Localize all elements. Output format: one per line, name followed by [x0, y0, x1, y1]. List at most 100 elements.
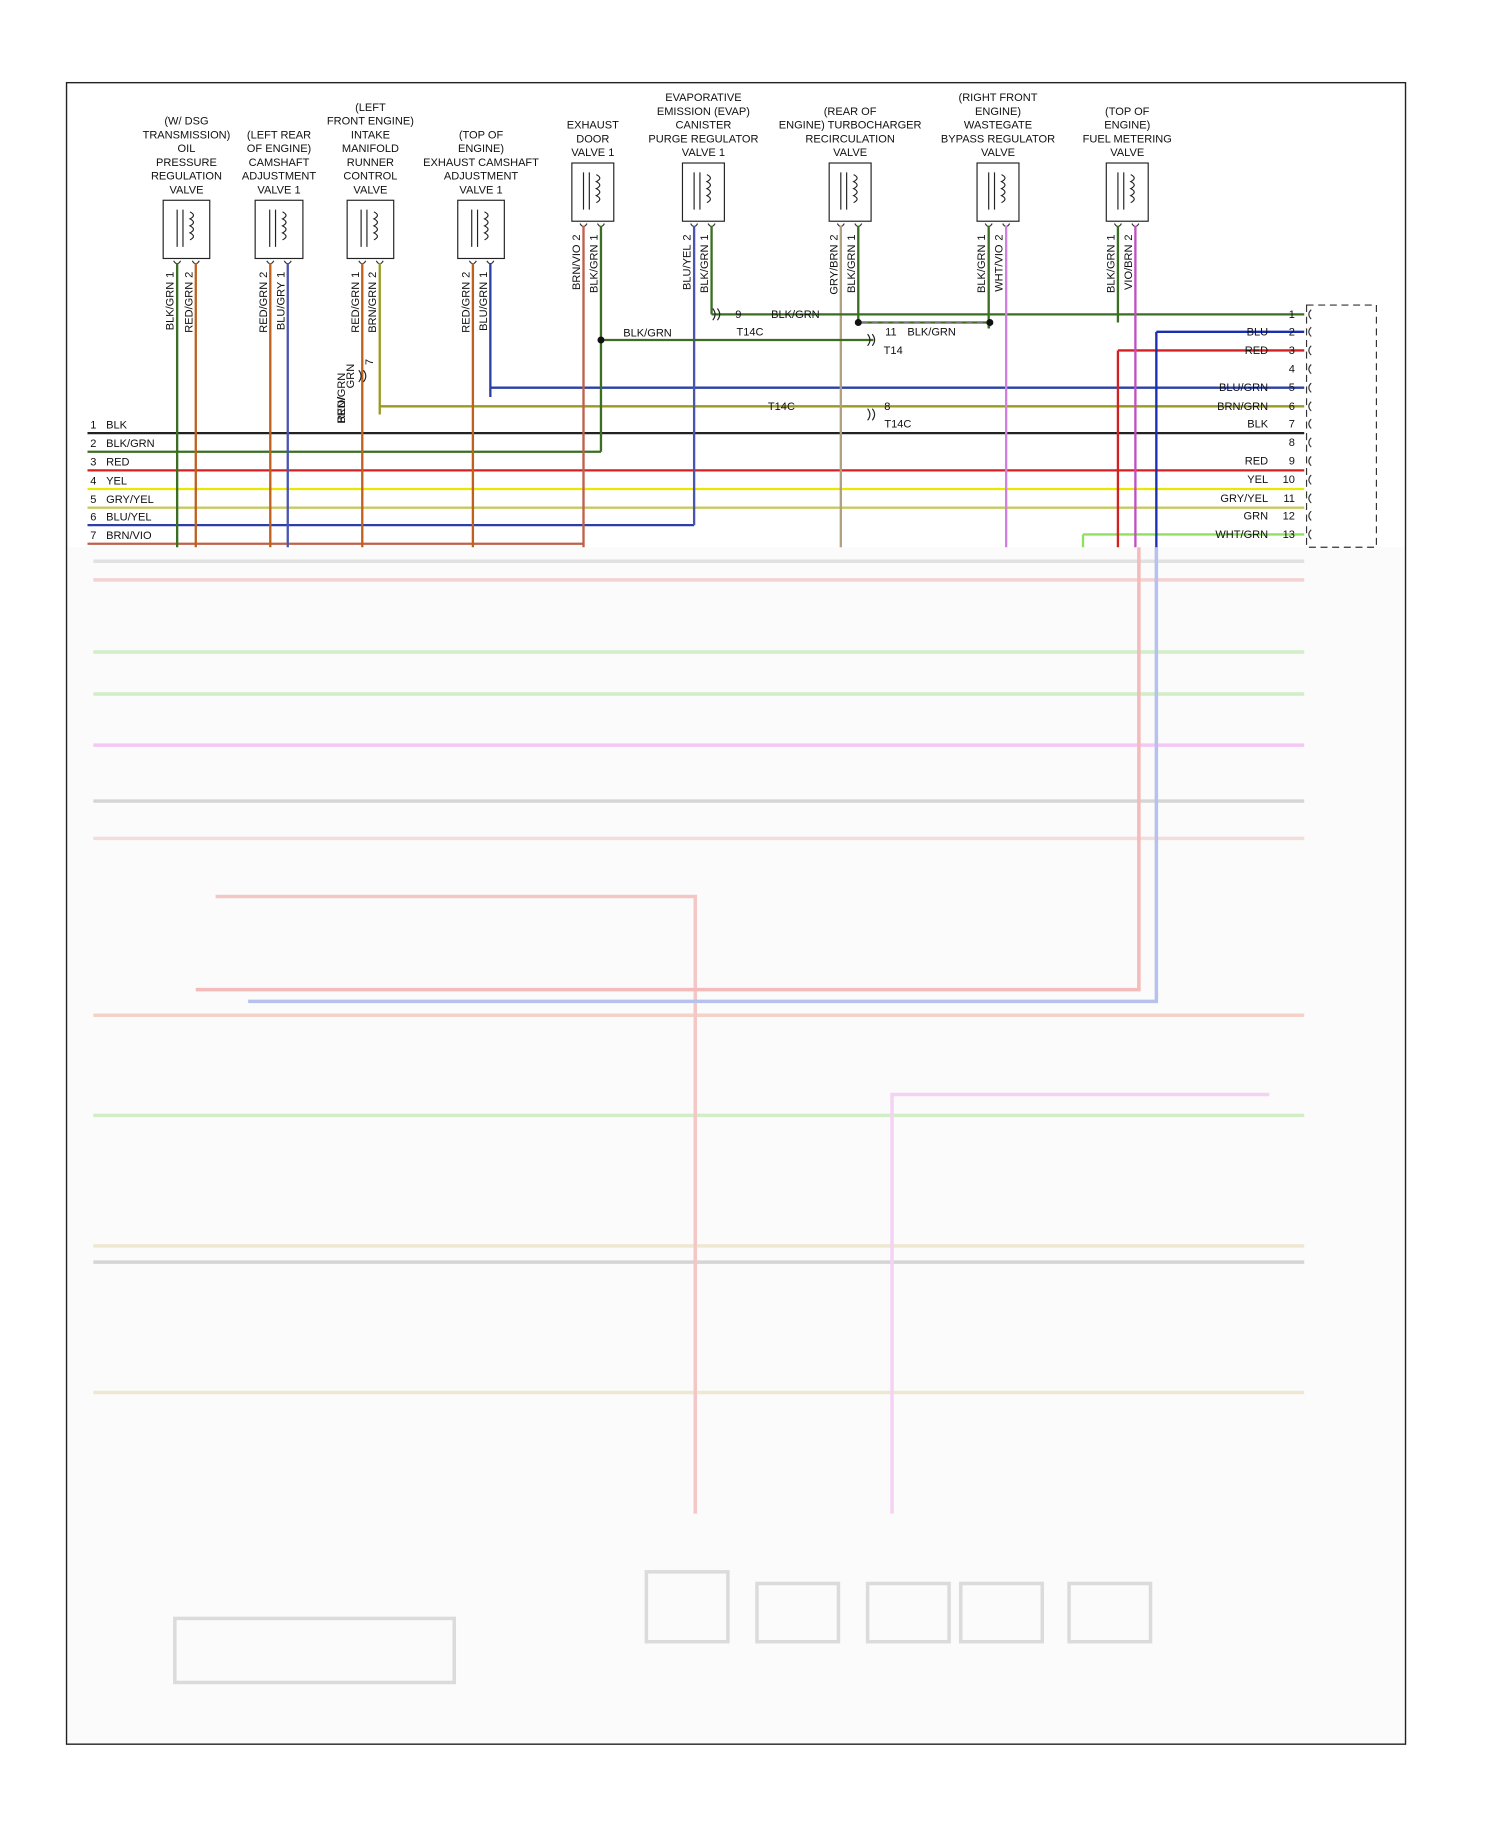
- component-label: (LEFT REAR: [247, 129, 311, 141]
- component-label: ENGINE) TURBOCHARGER: [779, 120, 922, 132]
- component-box: [828, 162, 872, 222]
- component-label: (W/ DSG: [164, 116, 208, 128]
- connector-wire-label: WHT/GRN: [1215, 529, 1268, 541]
- component-box: [457, 199, 505, 260]
- inline-connector: [867, 333, 876, 347]
- connector-wire-label: RED: [1245, 345, 1268, 357]
- inline-connector: [867, 408, 876, 421]
- pin-number: 1: [165, 272, 177, 278]
- inline-connector: [358, 369, 367, 383]
- component-label: VALVE 1: [257, 184, 300, 196]
- component-label: BYPASS REGULATOR: [941, 133, 1055, 145]
- component-symbol: [269, 209, 287, 247]
- component-label: RUNNER: [347, 157, 394, 169]
- component-label: VALVE: [169, 184, 203, 196]
- pin-number: 2: [828, 234, 840, 240]
- connector-annotation: T14C: [884, 418, 911, 430]
- connector-wire-label: GRY/YEL: [1220, 493, 1268, 505]
- component-label: CANISTER: [675, 120, 731, 132]
- connector-pin-number: 12: [1283, 510, 1295, 522]
- component-label: ADJUSTMENT: [444, 171, 519, 183]
- component-label: (LEFT: [355, 102, 386, 114]
- component-label: EXHAUST: [567, 120, 619, 132]
- connector-annotation: BRN/GRN: [336, 373, 348, 424]
- pin-number: 1: [588, 234, 600, 240]
- bus-number: 2: [90, 438, 96, 450]
- connector-wire-label: BLK: [1247, 418, 1269, 430]
- component-box: [254, 199, 304, 260]
- connector-pin: [1308, 309, 1312, 320]
- pin-number: 1: [846, 234, 858, 240]
- bus-number: 5: [90, 494, 96, 506]
- component-label: VALVE 1: [571, 147, 614, 159]
- connector-outline: [1305, 304, 1377, 548]
- connector-pin-number: 4: [1289, 364, 1295, 376]
- bus-wire-label: BLK: [106, 419, 128, 431]
- component-symbol: [840, 172, 858, 210]
- connector-annotation: 11: [885, 326, 896, 338]
- pin-wire-label: BLU/GRN: [478, 282, 490, 331]
- component-label: VALVE: [833, 147, 867, 159]
- connector-annotation: T14: [884, 345, 903, 357]
- pin-wire-label: BLK/GRN: [1105, 244, 1117, 293]
- component-label: VALVE: [1110, 147, 1144, 159]
- connector-pin: [1308, 529, 1312, 540]
- component-box: [162, 199, 211, 260]
- component-label: EXHAUST CAMSHAFT: [423, 157, 539, 169]
- pin-wire-label: BLK/GRN: [846, 244, 858, 293]
- connector-wire-label: BRN/GRN: [1217, 401, 1268, 413]
- connector-pin: [1308, 437, 1312, 448]
- pin-number: 2: [571, 234, 583, 240]
- pin-wire-label: RED/GRN: [460, 282, 472, 333]
- component-label: DOOR: [576, 133, 609, 145]
- bus-number: 1: [90, 419, 96, 431]
- component-symbol: [176, 209, 195, 247]
- component-label: (TOP OF: [1105, 106, 1150, 118]
- pin-number: 2: [994, 234, 1006, 240]
- connector-pin: [1308, 510, 1312, 521]
- pin-wire-label: WHT/VIO: [994, 244, 1006, 292]
- pin-number: 1: [699, 234, 711, 240]
- component-symbol: [582, 172, 601, 210]
- component-label: (TOP OF: [459, 129, 504, 141]
- component-label: ENGINE): [458, 143, 504, 155]
- component-label: PRESSURE: [156, 157, 217, 169]
- component-label: VALVE 1: [682, 147, 725, 159]
- component-label: FRONT ENGINE): [327, 116, 414, 128]
- connector-wire-label: GRN: [1244, 510, 1269, 522]
- connector-pin-number: 6: [1289, 401, 1295, 413]
- component-label: FUEL METERING: [1083, 133, 1172, 145]
- pin-number: 2: [367, 272, 379, 278]
- pin-wire-label: RED/GRN: [258, 282, 270, 333]
- blurred-lower-section: [67, 547, 1405, 1744]
- connector-pin-number: 9: [1289, 456, 1295, 468]
- component-label: ENGINE): [975, 106, 1021, 118]
- component-label: WASTEGATE: [964, 120, 1032, 132]
- pin-wire-label: BRN/GRN: [367, 282, 379, 333]
- connector-pin: [1308, 401, 1312, 412]
- pin-number: 2: [460, 272, 472, 278]
- pin-wire-label: BLK/GRN: [699, 244, 711, 293]
- component-label: REGULATION: [151, 171, 222, 183]
- component-label: OIL: [178, 143, 196, 155]
- inline-connector: [712, 308, 721, 321]
- connector-pin: [1308, 474, 1312, 485]
- pin-wire-label: BLU/GRY: [275, 281, 287, 330]
- pin-wire-label: GRY/BRN: [828, 244, 840, 294]
- connector-pin-number: 5: [1289, 382, 1295, 394]
- component-symbol: [1117, 172, 1135, 210]
- connector-pin: [1308, 364, 1312, 375]
- connector-annotation: 9: [735, 309, 741, 321]
- connector-pin: [1308, 493, 1312, 504]
- pin-wire-label: VIO/BRN: [1123, 245, 1135, 290]
- connector-wire-label: RED: [1245, 456, 1268, 468]
- connector-annotation: BLK/GRN: [907, 326, 956, 338]
- component-label: CONTROL: [343, 171, 397, 183]
- connector-annotation: T14C: [768, 401, 795, 413]
- component-box: [571, 162, 615, 222]
- connector-pin-number: 7: [1289, 418, 1295, 430]
- bus-wire-label: BRN/VIO: [106, 530, 152, 542]
- component-label: PURGE REGULATOR: [648, 133, 758, 145]
- connector-pin: [1308, 345, 1312, 356]
